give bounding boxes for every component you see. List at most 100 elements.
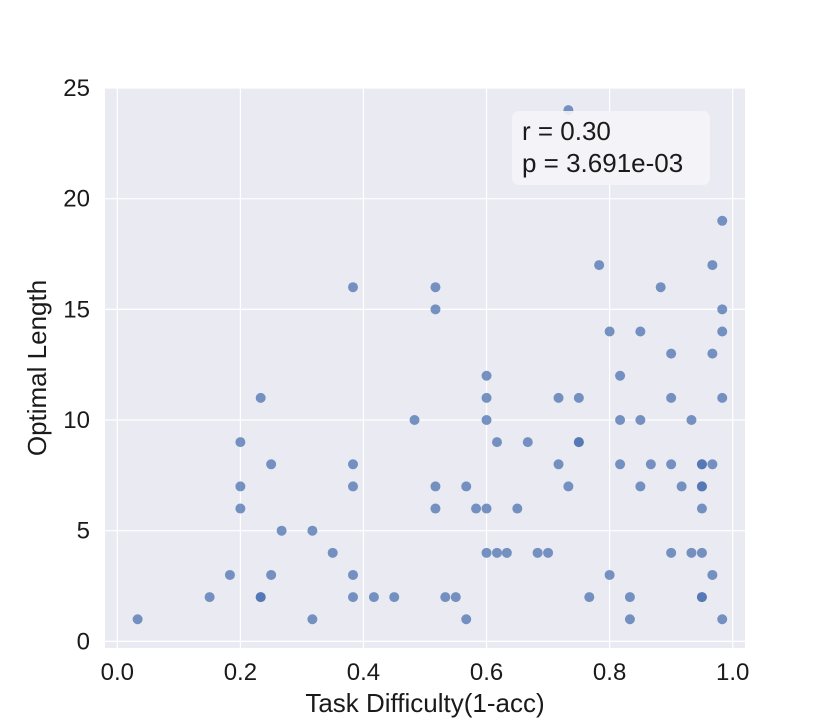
data-point bbox=[481, 370, 492, 381]
y-tick-label: 25 bbox=[63, 75, 90, 102]
x-axis-ticks: 0.0 0.2 0.4 0.6 0.8 1.0 bbox=[101, 659, 750, 686]
data-point bbox=[707, 569, 718, 580]
data-point bbox=[666, 547, 677, 558]
y-axis-ticks: 0 5 10 15 20 25 bbox=[63, 75, 90, 655]
data-point bbox=[255, 392, 266, 403]
data-point bbox=[492, 437, 502, 448]
y-tick-label: 0 bbox=[77, 628, 90, 655]
x-tick-label: 0.6 bbox=[470, 659, 503, 686]
data-point bbox=[717, 304, 728, 315]
data-point bbox=[348, 592, 358, 603]
data-point bbox=[696, 503, 707, 514]
data-point bbox=[348, 459, 358, 470]
data-point bbox=[266, 459, 277, 470]
data-point bbox=[481, 392, 492, 403]
x-axis-label: Task Difficulty(1-acc) bbox=[305, 688, 544, 718]
grid-lines bbox=[105, 87, 745, 648]
data-point bbox=[645, 459, 656, 470]
data-point bbox=[368, 592, 379, 603]
data-point bbox=[624, 592, 635, 603]
data-point bbox=[409, 415, 420, 426]
data-point bbox=[563, 481, 574, 492]
data-point bbox=[266, 569, 277, 580]
data-point bbox=[666, 392, 677, 403]
data-point bbox=[696, 459, 707, 470]
data-point bbox=[235, 481, 246, 492]
data-point bbox=[615, 370, 626, 381]
data-point bbox=[635, 326, 646, 337]
data-point bbox=[481, 415, 492, 426]
data-point bbox=[235, 437, 246, 448]
data-point bbox=[327, 547, 338, 558]
data-point bbox=[686, 547, 697, 558]
data-point bbox=[655, 282, 666, 293]
data-point bbox=[440, 592, 451, 603]
data-point bbox=[584, 592, 595, 603]
data-point bbox=[573, 437, 584, 448]
y-axis-label: Optimal Length bbox=[22, 280, 52, 456]
x-tick-label: 0.4 bbox=[347, 659, 380, 686]
data-point bbox=[604, 569, 615, 580]
data-point bbox=[276, 525, 287, 536]
data-point bbox=[461, 481, 472, 492]
data-point bbox=[615, 415, 626, 426]
y-tick-label: 15 bbox=[63, 296, 90, 323]
data-point bbox=[686, 415, 697, 426]
data-point bbox=[573, 392, 584, 403]
data-point bbox=[532, 547, 543, 558]
data-point bbox=[553, 459, 564, 470]
data-point bbox=[666, 459, 677, 470]
data-point bbox=[594, 260, 605, 271]
data-point bbox=[224, 569, 235, 580]
y-tick-label: 10 bbox=[63, 407, 90, 434]
data-point bbox=[512, 503, 523, 514]
data-point bbox=[430, 481, 441, 492]
data-point bbox=[696, 481, 707, 492]
annotation-box bbox=[512, 111, 710, 185]
data-point bbox=[430, 282, 441, 293]
data-point bbox=[522, 437, 533, 448]
data-point bbox=[604, 326, 615, 337]
data-point bbox=[635, 481, 646, 492]
data-point bbox=[501, 547, 512, 558]
y-tick-label: 20 bbox=[63, 186, 90, 213]
data-point bbox=[461, 614, 472, 625]
data-point bbox=[624, 614, 635, 625]
data-point bbox=[707, 260, 718, 271]
data-point bbox=[430, 503, 441, 514]
data-point bbox=[481, 547, 492, 558]
correlation-annotation: r = 0.30 p = 3.691e-03 bbox=[512, 111, 710, 185]
data-point bbox=[635, 415, 646, 426]
x-tick-label: 0.8 bbox=[593, 659, 626, 686]
data-point bbox=[255, 592, 266, 603]
data-point bbox=[717, 326, 728, 337]
data-point bbox=[132, 614, 143, 625]
data-point bbox=[666, 348, 677, 359]
data-point bbox=[696, 547, 707, 558]
data-point bbox=[707, 348, 718, 359]
data-point bbox=[696, 592, 707, 603]
x-tick-label: 0.0 bbox=[101, 659, 134, 686]
data-point bbox=[717, 614, 728, 625]
data-point bbox=[676, 481, 687, 492]
data-point bbox=[707, 459, 718, 470]
data-point bbox=[492, 547, 502, 558]
data-point bbox=[348, 282, 358, 293]
x-tick-label: 0.2 bbox=[224, 659, 257, 686]
data-point bbox=[389, 592, 400, 603]
data-point bbox=[450, 592, 461, 603]
data-point bbox=[553, 392, 564, 403]
data-point bbox=[204, 592, 215, 603]
data-point bbox=[348, 569, 358, 580]
data-point bbox=[717, 392, 728, 403]
data-point bbox=[615, 459, 626, 470]
data-point bbox=[543, 547, 554, 558]
data-point bbox=[481, 503, 492, 514]
data-point bbox=[307, 525, 318, 536]
annotation-p: p = 3.691e-03 bbox=[522, 148, 683, 178]
x-tick-label: 1.0 bbox=[716, 659, 749, 686]
data-point bbox=[471, 503, 482, 514]
data-point bbox=[307, 614, 318, 625]
y-tick-label: 5 bbox=[77, 518, 90, 545]
